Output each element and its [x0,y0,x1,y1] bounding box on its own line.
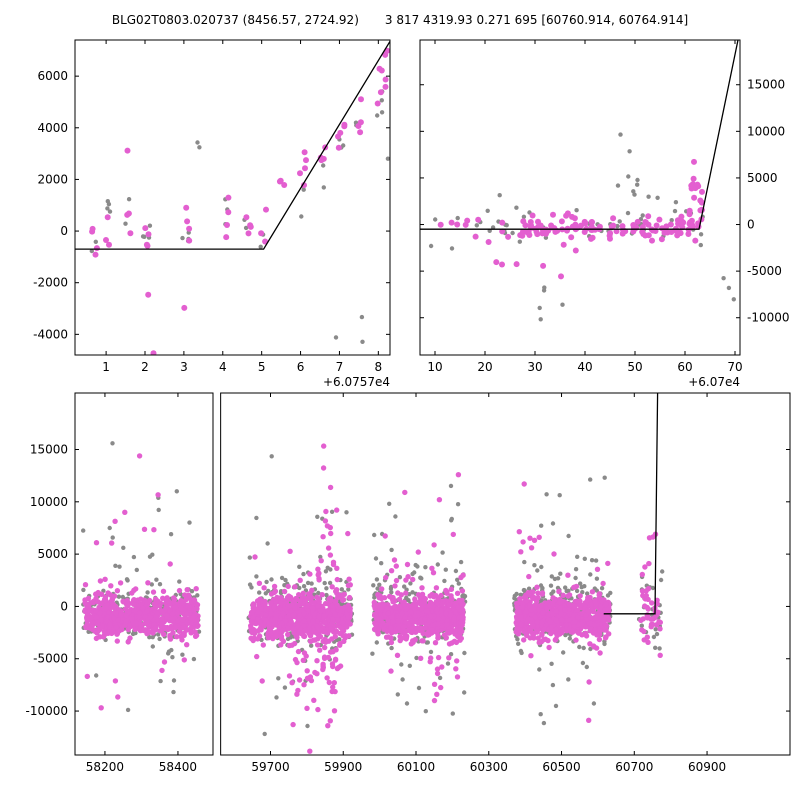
x-tick-label: 50 [627,360,642,374]
x-tick-label: 60500 [542,760,580,774]
y-tick-label: 2000 [37,172,68,186]
y-tick-label: 10000 [30,495,68,509]
axes-top_left [74,39,391,356]
y-tick-label: 4000 [37,121,68,135]
plot-area-top_left [75,40,390,355]
x-tick-label: 58400 [159,760,197,774]
y-tick-label: 0 [747,218,755,232]
y-tick-label: 5000 [747,171,778,185]
y-tick-label: 10000 [747,124,785,138]
plot-area-top_right [420,40,739,322]
y-tick-label: -5000 [33,652,68,666]
x-tick-label: 60900 [688,760,726,774]
x-tick-label: 5 [258,360,266,374]
y-tick-label: -10000 [25,704,68,718]
scatter-series-comparison-gray [89,89,390,344]
x-tick-label: 58200 [86,760,124,774]
y-tick-label: -5000 [747,264,782,278]
figure-title: BLG02T0803.020737 (8456.57, 2724.92) 3 8… [0,13,800,27]
x-tick-label: 40 [577,360,592,374]
x-tick-label: 30 [527,360,542,374]
y-tick-label: 6000 [37,69,68,83]
x-tick-label: 60 [677,360,692,374]
x-tick-label: 4 [219,360,227,374]
scatter-series-target-magenta [89,47,390,355]
x-tick-label: 3 [180,360,188,374]
x-offset-label: +6.0757e4 [323,375,390,389]
model-line [75,40,390,250]
x-tick-label: 60300 [470,760,508,774]
x-tick-label: 60700 [615,760,653,774]
x-tick-label: 10 [427,360,442,374]
x-tick-label: 1 [102,360,110,374]
x-tick-label: 59700 [251,760,289,774]
y-tick-label: 15000 [747,78,785,92]
y-tick-label: -2000 [33,276,68,290]
x-tick-label: 8 [374,360,382,374]
y-tick-label: 5000 [37,547,68,561]
plot-bottom: 58200 58400 59700 59900 60100 60300 60500 60700… [25,392,791,774]
x-tick-label: 6 [297,360,305,374]
x-tick-label: 2 [141,360,149,374]
y-tick-label: -4000 [33,327,68,341]
y-tick-label: -10000 [747,311,790,325]
axes-top_right [419,39,741,356]
plot-top-right: 10 20 30 40 50 60 70 -10000 -5000 0 5000 10000 15000… [419,39,790,389]
model-line [420,40,739,230]
x-offset-label: +6.07e4 [688,375,740,389]
x-tick-label: 60100 [397,760,435,774]
x-tick-label: 20 [477,360,492,374]
x-tick-label: 59900 [324,760,362,774]
scatter-series-target-magenta [82,443,663,754]
y-tick-label: 15000 [30,443,68,457]
model-line [603,393,659,615]
y-tick-label: 0 [60,599,68,613]
figure-title-right: 3 817 4319.93 0.271 695 [60760.914, 6076… [384,13,689,27]
y-tick-label: 0 [60,224,68,238]
x-tick-label: 7 [336,360,344,374]
axes-bottom [74,392,791,756]
plot-top-left: 1 2 3 4 5 6 7 8 -4000 -2000 0 2000 4000 6000 +6.0757e4 [33,39,391,389]
scatter-series-target-magenta [437,158,705,280]
plot-area-bottom [81,393,665,754]
figure-title-left: BLG02T0803.020737 (8456.57, 2724.92) [111,13,359,27]
x-tick-label: 70 [727,360,742,374]
